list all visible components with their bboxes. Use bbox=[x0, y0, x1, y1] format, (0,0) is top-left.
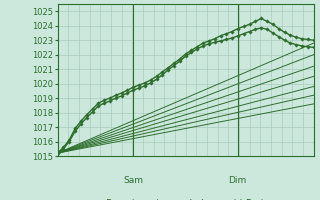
Text: Pression niveau de la mer( hPa ): Pression niveau de la mer( hPa ) bbox=[107, 199, 265, 200]
Text: Dim: Dim bbox=[228, 176, 247, 185]
Text: Sam: Sam bbox=[123, 176, 143, 185]
